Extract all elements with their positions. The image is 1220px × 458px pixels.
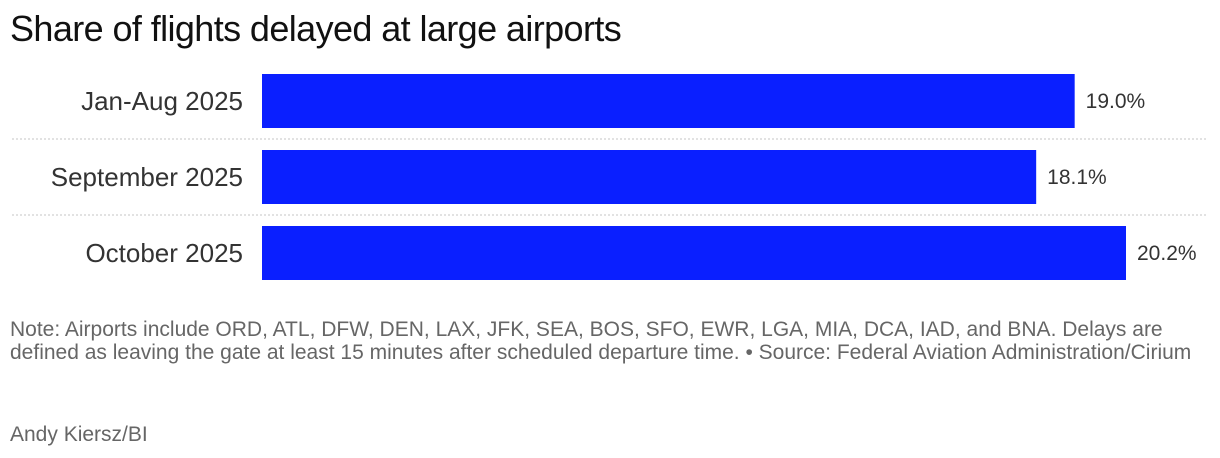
chart-note: Note: Airports include ORD, ATL, DFW, DE…: [10, 318, 1192, 364]
bar-chart: Jan-Aug 2025 19.0% September 2025 18.1% Octo…: [12, 74, 1208, 280]
category-label: September 2025: [51, 162, 243, 192]
value-label: 20.2%: [1137, 242, 1197, 265]
bar: [262, 150, 1037, 204]
bar: [262, 226, 1126, 280]
value-label: 18.1%: [1047, 166, 1107, 189]
value-label: 19.0%: [1086, 90, 1146, 113]
bar: [262, 74, 1075, 128]
category-label: Jan-Aug 2025: [81, 86, 243, 116]
chart-title: Share of flights delayed at large airpor…: [10, 8, 622, 49]
category-label: October 2025: [85, 238, 243, 268]
chart-credit: Andy Kiersz/BI: [10, 423, 148, 446]
